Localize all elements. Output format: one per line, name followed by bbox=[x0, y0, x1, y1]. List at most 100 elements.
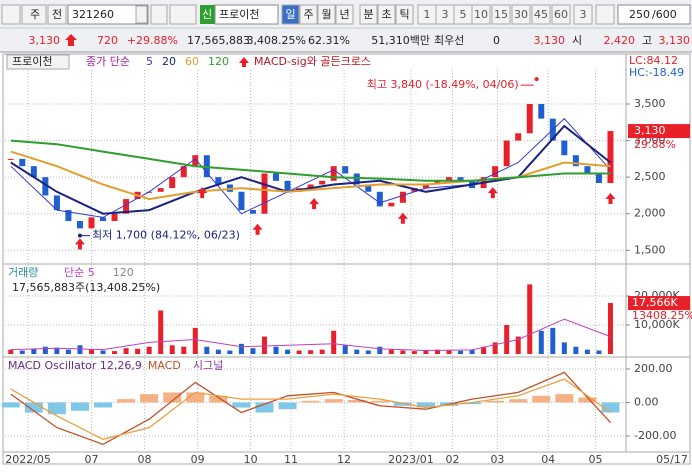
period-button[interactable] bbox=[317, 4, 336, 25]
search-button[interactable] bbox=[150, 4, 168, 25]
candle bbox=[111, 213, 118, 222]
volume-bar bbox=[481, 346, 487, 354]
annotation: 최저 1,700 (84.12%, 06/23) bbox=[92, 229, 240, 242]
interval: 45 bbox=[534, 8, 548, 21]
interval-button[interactable] bbox=[491, 4, 511, 25]
price: 3,130 bbox=[29, 34, 61, 47]
interval: 10 bbox=[474, 8, 488, 21]
name-box bbox=[214, 4, 279, 25]
sound-button[interactable] bbox=[169, 4, 197, 25]
candle bbox=[492, 166, 499, 178]
x-tick-label: 04 bbox=[541, 453, 555, 466]
signal-arrow bbox=[197, 187, 208, 199]
x-tick-label: 10 bbox=[244, 453, 258, 466]
candle bbox=[446, 177, 453, 181]
candle bbox=[422, 184, 429, 189]
candle bbox=[561, 140, 568, 156]
signal-arrow bbox=[309, 198, 320, 210]
candle bbox=[538, 104, 545, 119]
y-tick-label: -200.00 bbox=[634, 429, 676, 442]
candle bbox=[595, 173, 602, 184]
high: 3,130 bbox=[659, 34, 691, 47]
period-button[interactable] bbox=[281, 4, 300, 25]
open-label: 시 bbox=[572, 34, 582, 47]
spin-button[interactable] bbox=[595, 4, 615, 25]
oscillator-bar bbox=[209, 395, 228, 403]
prev-button[interactable] bbox=[47, 4, 67, 25]
candle bbox=[515, 133, 522, 141]
candle bbox=[353, 173, 360, 185]
candle bbox=[503, 140, 510, 167]
candle bbox=[157, 188, 164, 192]
candle bbox=[249, 210, 256, 214]
interval-button[interactable] bbox=[471, 4, 491, 25]
code-input[interactable] bbox=[67, 4, 149, 25]
annotation-point bbox=[534, 77, 539, 82]
volume-bar bbox=[504, 324, 510, 354]
volume-bar bbox=[423, 350, 429, 354]
interval: 5 bbox=[460, 8, 467, 21]
period-button[interactable] bbox=[377, 4, 396, 25]
market-select[interactable] bbox=[21, 4, 47, 25]
panel-title: 거래량 bbox=[8, 266, 38, 279]
signal-arrow bbox=[397, 212, 408, 224]
volume-bar bbox=[573, 346, 579, 354]
chart-icon[interactable] bbox=[1, 4, 21, 25]
candle bbox=[457, 177, 464, 181]
candle bbox=[7, 158, 14, 160]
ma-line bbox=[10, 378, 611, 440]
badge: 신 bbox=[202, 8, 212, 21]
interval-button[interactable] bbox=[573, 4, 593, 25]
x-end-label: 05/17 bbox=[656, 453, 688, 466]
x-tick-label: 2022/05 bbox=[5, 453, 51, 466]
candle bbox=[607, 131, 614, 184]
volume-bar bbox=[273, 346, 279, 354]
oscillator-bar bbox=[509, 399, 528, 403]
volume-bar bbox=[561, 342, 567, 354]
high-label: 고 bbox=[642, 34, 652, 47]
oscillator-bar bbox=[140, 394, 159, 403]
period-button[interactable] bbox=[359, 4, 378, 25]
interval-button[interactable] bbox=[531, 4, 551, 25]
interval: 1 bbox=[424, 8, 431, 21]
period-button[interactable] bbox=[335, 4, 354, 25]
x-tick-label: 09 bbox=[191, 453, 205, 466]
interval: 30 bbox=[514, 8, 528, 21]
candle bbox=[192, 155, 199, 167]
period-button[interactable] bbox=[395, 4, 414, 25]
volume-bar bbox=[365, 350, 371, 354]
annotation: 최고 3,840 (-18.49%, 04/06) bbox=[367, 78, 519, 91]
candle bbox=[307, 184, 314, 189]
candle bbox=[584, 166, 591, 174]
x-tick-label: 08 bbox=[138, 453, 152, 466]
oscillator-bar bbox=[163, 392, 182, 403]
interval: 3 bbox=[580, 8, 587, 21]
interval-button[interactable] bbox=[511, 4, 531, 25]
code-dropdown[interactable] bbox=[135, 5, 148, 24]
oscillator-bar bbox=[47, 402, 66, 415]
volume-bar bbox=[54, 347, 60, 354]
y-tick-label: 200.00 bbox=[634, 362, 673, 375]
oscillator-bar bbox=[463, 402, 482, 405]
change: 720 bbox=[97, 34, 118, 47]
turnover: 62.31% bbox=[308, 34, 350, 47]
interval-button[interactable] bbox=[551, 4, 571, 25]
count-box[interactable] bbox=[617, 4, 691, 25]
last-volume: 17,566K bbox=[632, 296, 678, 309]
legend-item: MACD bbox=[148, 359, 181, 372]
x-tick-label: 03 bbox=[490, 453, 504, 466]
indicator-label: MACD-sig와 골든크로스 bbox=[254, 55, 371, 68]
period-button[interactable] bbox=[299, 4, 318, 25]
x-tick-label: 07 bbox=[84, 453, 98, 466]
volume-bar bbox=[215, 349, 221, 354]
volume-bar bbox=[8, 349, 14, 354]
signal-arrow bbox=[605, 193, 616, 205]
best: 0 bbox=[493, 34, 500, 47]
candle bbox=[238, 191, 245, 211]
candle bbox=[572, 155, 579, 167]
volume-bar bbox=[181, 346, 187, 354]
volume-bar bbox=[607, 303, 613, 354]
market: 주 bbox=[30, 8, 40, 21]
candle bbox=[330, 166, 337, 181]
